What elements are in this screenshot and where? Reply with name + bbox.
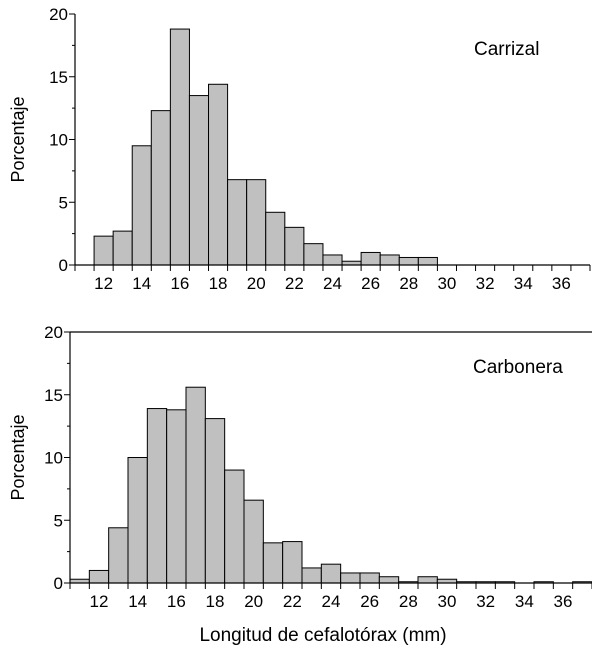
bar-carrizal-24 [322,254,343,266]
y-axis-title: Porcentaje [8,96,28,182]
x-tick-label: 32 [476,274,495,293]
panel-annotation: Carbonera [473,357,563,378]
bar-carbonera-19 [224,469,245,584]
x-tick-label: 32 [476,592,495,611]
bar-carbonera-12 [88,569,110,584]
x-tick-label: 20 [247,274,266,293]
bar-carrizal-19 [227,179,248,266]
bar-carbonera-26 [359,572,380,584]
bar-carbonera-16 [166,409,187,584]
x-tick-label: 20 [244,592,263,611]
x-tick-label: 26 [360,592,379,611]
bar-carrizal-15 [150,110,171,266]
bar-carrizal-16 [169,28,190,266]
y-tick-label: 15 [49,68,68,87]
y-tick-label: 20 [49,5,68,24]
x-tick-label: 18 [206,592,225,611]
bar-carbonera-13 [108,527,129,584]
x-tick-label: 30 [438,592,457,611]
panel-carrizal: 0 5 10 15 20 12 14 16 18 20 22 24 26 28 30 32 34 36 Porcen… [8,5,591,293]
bar-carbonera-25 [340,572,361,584]
bar-carbonera-15 [146,408,168,584]
y-tick-label: 15 [44,386,63,405]
bar-carrizal-22 [284,226,305,266]
x-tick-label: 22 [285,274,304,293]
panel-carbonera: 0 5 10 15 20 12 14 16 18 20 22 24 26 28 30 32 34 36 Porcen… [8,323,592,646]
x-tick-label: 24 [323,274,342,293]
x-tick-label: 22 [283,592,302,611]
x-tick-label: 14 [132,274,151,293]
bar-carbonera-27 [378,576,400,584]
x-tick-label: 12 [90,592,109,611]
x-tick-label: 34 [515,592,534,611]
bar-carrizal-18 [208,83,229,266]
bar-carbonera-18 [204,418,226,584]
y-tick-label: 5 [54,511,63,530]
bar-carrizal-21 [265,211,286,266]
x-tick-label: 36 [552,274,571,293]
x-tick-label: 18 [209,274,228,293]
bar-carrizal-13 [112,230,133,266]
y-tick-label: 20 [44,323,63,342]
y-tick-label: 5 [59,193,68,212]
y-tick-label: 10 [44,449,63,468]
x-tick-label: 24 [322,592,341,611]
bar-carbonera-14 [127,457,148,584]
bar-carrizal-29 [417,256,438,266]
x-tick-label: 16 [170,274,189,293]
x-tick-label: 16 [167,592,186,611]
bar-carrizal-28 [398,256,419,266]
y-tick-label: 0 [54,574,63,593]
bar-carbonera-17 [185,386,206,584]
bar-carrizal-12 [93,235,114,266]
x-tick-label: 36 [554,592,573,611]
bar-carbonera-23 [301,567,322,584]
x-tick-label: 28 [399,274,418,293]
x-tick-label: 12 [94,274,113,293]
y-axis-title: Porcentaje [8,414,28,500]
bar-carrizal-26 [360,251,381,266]
y-tick-label: 0 [59,256,68,275]
bar-carbonera-24 [320,563,342,584]
bar-carrizal-14 [131,145,152,266]
bar-carbonera-21 [262,542,284,584]
x-tick-label: 28 [399,592,418,611]
bar-carrizal-23 [303,243,324,266]
bar-carbonera-29 [417,576,438,584]
bar-carrizal-27 [379,254,400,266]
panel-annotation: Carrizal [474,39,539,60]
x-tick-label: 30 [437,274,456,293]
x-tick-label: 34 [514,274,533,293]
y-tick-label: 10 [49,131,68,150]
x-tick-label: 14 [128,592,147,611]
x-axis-title: Longitud de cefalotórax (mm) [199,625,446,646]
bar-carbonera-20 [243,499,264,584]
bar-carrizal-20 [246,179,267,266]
x-tick-label: 26 [361,274,380,293]
bar-carbonera-22 [282,541,303,584]
bar-carrizal-17 [188,95,210,266]
